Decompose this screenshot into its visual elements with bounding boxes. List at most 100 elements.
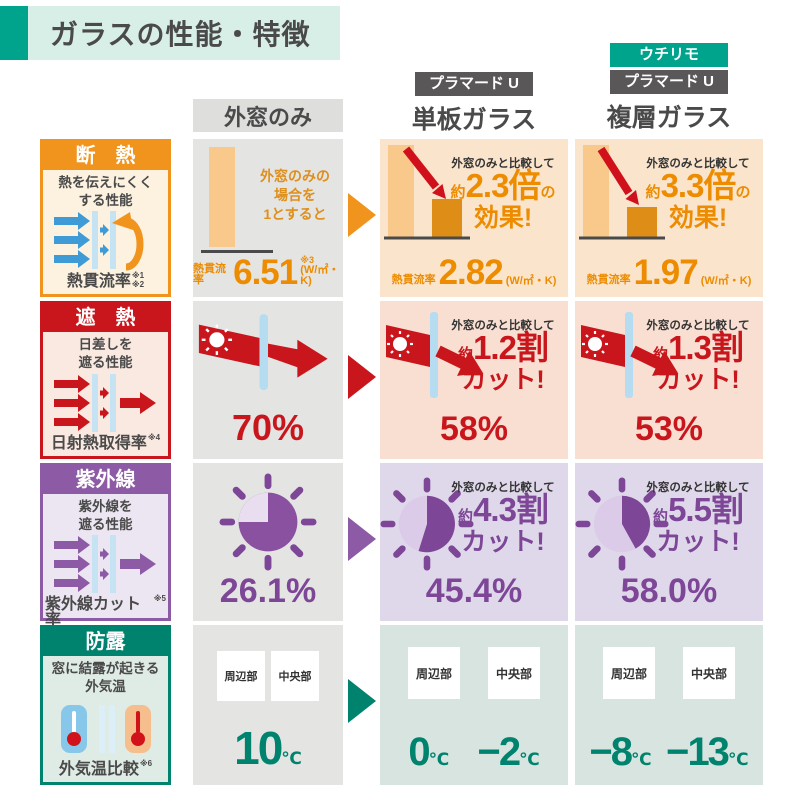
uchirimo-badge: ウチリモ xyxy=(610,43,728,67)
value-label: 53% xyxy=(634,410,704,448)
cell-single-heat-shield: 外窓のみと比較して 約1.2割 カット! 58% xyxy=(380,301,568,459)
cell-outer-heat-shield: 70% xyxy=(193,301,343,459)
reference-note: 外窓のみの 場合を 1とすると xyxy=(260,168,330,222)
row-desc: 窓に結露が起きる 外気温 xyxy=(51,661,160,694)
compare-note: 外窓のみと比較して xyxy=(451,320,555,332)
zone-labels: 周辺部 中央部 xyxy=(380,647,568,699)
cell-outer-insulation: 外窓のみの 場合を 1とすると 熱貫流率 6.51 ※3 (W/㎡・K) xyxy=(193,139,343,297)
metric-footnote: ※6 xyxy=(139,759,153,768)
zone-edge-label: 周辺部 xyxy=(408,647,460,699)
row-metric: 熱貫流率 ※1 ※2 xyxy=(66,270,145,290)
insulation-arrows-icon xyxy=(53,211,143,271)
compare-note: 外窓のみと比較して xyxy=(646,320,750,332)
zone-labels: 周辺部 中央部 xyxy=(575,647,763,699)
row-header-condensation: 防露 xyxy=(43,628,168,656)
cell-single-uv: 外窓のみと比較して 約4.3割 カット! 45.4% xyxy=(380,463,568,621)
value-label: 26.1% xyxy=(219,572,317,610)
title-accent-square xyxy=(0,6,28,60)
double-glass-label: 複層ガラス xyxy=(606,104,732,132)
sun-pie-icon xyxy=(380,477,474,571)
compare-note: 外窓のみと比較して xyxy=(451,482,555,494)
row-metric: 紫外線カット率 ※5 xyxy=(45,594,166,630)
sun-pie-icon xyxy=(575,477,669,571)
right-arrow-icon xyxy=(347,517,376,561)
compare-note: 外窓のみと比較して xyxy=(451,158,555,170)
reference-bar xyxy=(209,147,235,247)
bar-chart-icon xyxy=(384,145,470,240)
sun-arrow-icon xyxy=(198,314,328,390)
right-arrow-icon xyxy=(347,355,376,399)
temperature-values: 10℃ xyxy=(234,722,302,774)
row-card-condensation: 防露 窓に結露が起きる 外気温 外気温比較 ※6 xyxy=(40,625,171,785)
plamard-u-badge: プラマード U xyxy=(415,72,533,96)
cell-double-insulation: 外窓のみと比較して 約3.3倍の 効果! 熱貫流率 1.97 (W/㎡・K) xyxy=(575,139,763,297)
row-card-heat-shield: 遮 熱 日差しを 遮る性能 日射熱取得率 ※4 xyxy=(40,301,171,459)
cell-single-insulation: 外窓のみと比較して 約2.3倍の 効果! 熱貫流率 2.82 (W/㎡・K) xyxy=(380,139,568,297)
row-metric: 外気温比較 ※6 xyxy=(58,759,153,778)
title-bar: ガラスの性能・特徴 xyxy=(0,6,341,60)
sun-deflect-arrow-icon xyxy=(581,312,678,398)
comparison-grid: 断 熱 熱を伝えにくく する性能 熱貫流率 ※1 ※2 xyxy=(40,139,763,785)
metric-footnote: ※4 xyxy=(147,433,161,442)
heat-block-arrows-icon xyxy=(53,373,156,432)
cut-text: 約4.3割 カット! xyxy=(458,491,549,556)
cell-double-condensation: 周辺部 中央部 −8℃ −13℃ xyxy=(575,625,763,785)
zone-edge-label: 周辺部 xyxy=(603,647,655,699)
metric-line: 熱貫流率 1.97 (W/㎡・K) xyxy=(586,253,752,292)
column-header-outer-window: 外窓のみ xyxy=(193,99,343,132)
flow-arrow-condensation xyxy=(343,625,380,785)
metric-line: 熱貫流率 2.82 (W/㎡・K) xyxy=(391,253,557,292)
temperature-values: −8℃ −13℃ xyxy=(589,730,749,774)
row-card-uv: 紫外線 紫外線を 遮る性能 紫外線カット率 ※5 xyxy=(40,463,171,629)
sun-deflect-arrow-icon xyxy=(386,312,483,398)
row-card-insulation: 断 熱 熱を伝えにくく する性能 熱貫流率 ※1 ※2 xyxy=(40,139,171,297)
row-header-heat-shield: 遮 熱 xyxy=(43,304,168,332)
bar-chart-icon xyxy=(579,145,665,240)
metric-line: 熱貫流率 6.51 ※3 (W/㎡・K) xyxy=(193,253,340,292)
zone-edge-label: 周辺部 xyxy=(217,651,265,701)
cut-text: 約5.5割 カット! xyxy=(653,491,744,556)
flow-arrow-insulation xyxy=(343,139,380,297)
value-label: 58% xyxy=(439,410,509,448)
baseline xyxy=(201,250,273,253)
right-arrow-icon xyxy=(347,679,376,723)
compare-note: 外窓のみと比較して xyxy=(646,482,750,494)
zone-center-label: 中央部 xyxy=(683,647,735,699)
cell-double-uv: 外窓のみと比較して 約5.5割 カット! 58.0% xyxy=(575,463,763,621)
cut-text: 約1.2割 カット! xyxy=(458,329,549,394)
effect-text: 約3.3倍の 効果! xyxy=(645,167,751,232)
right-arrow-icon xyxy=(347,193,376,237)
metric-footnote: ※1 ※2 xyxy=(131,270,145,290)
metric-footnote: ※5 xyxy=(153,594,166,604)
uv-arrows-icon xyxy=(53,535,156,594)
temperature-values: 0℃ −2℃ xyxy=(408,730,540,774)
cut-text: 約1.3割 カット! xyxy=(653,329,744,394)
cell-single-condensation: 周辺部 中央部 0℃ −2℃ xyxy=(380,625,568,785)
row-desc: 紫外線を 遮る性能 xyxy=(78,499,133,532)
thermometers-icon xyxy=(60,704,151,753)
row-header-insulation: 断 熱 xyxy=(43,142,168,170)
row-metric: 日射熱取得率 ※4 xyxy=(50,433,161,452)
zone-center-label: 中央部 xyxy=(488,647,540,699)
plamard-u-badge: プラマード U xyxy=(610,70,728,94)
cell-outer-uv: 26.1% xyxy=(193,463,343,621)
page-title: ガラスの性能・特徴 xyxy=(28,6,341,60)
row-header-uv: 紫外線 xyxy=(43,466,168,494)
value-label: 70% xyxy=(231,407,305,448)
cell-outer-condensation: 周辺部 中央部 10℃ xyxy=(193,625,343,785)
single-glass-label: 単板ガラス xyxy=(411,106,537,134)
effect-text: 約2.3倍の 効果! xyxy=(450,167,556,232)
column-header-single-glass: プラマード U 単板ガラス xyxy=(380,72,568,136)
zone-center-label: 中央部 xyxy=(271,651,319,701)
flow-arrow-heat-shield xyxy=(343,301,380,459)
row-desc: 熱を伝えにくく する性能 xyxy=(58,175,153,208)
flow-arrow-uv xyxy=(343,463,380,621)
compare-note: 外窓のみと比較して xyxy=(646,158,750,170)
row-desc: 日差しを 遮る性能 xyxy=(78,337,133,370)
value-label: 45.4% xyxy=(425,572,523,610)
zone-labels: 周辺部 中央部 xyxy=(193,651,343,701)
cell-double-heat-shield: 外窓のみと比較して 約1.3割 カット! 53% xyxy=(575,301,763,459)
column-header-double-glass: ウチリモ プラマード U 複層ガラス xyxy=(575,43,763,134)
sun-pie-icon xyxy=(219,473,317,571)
